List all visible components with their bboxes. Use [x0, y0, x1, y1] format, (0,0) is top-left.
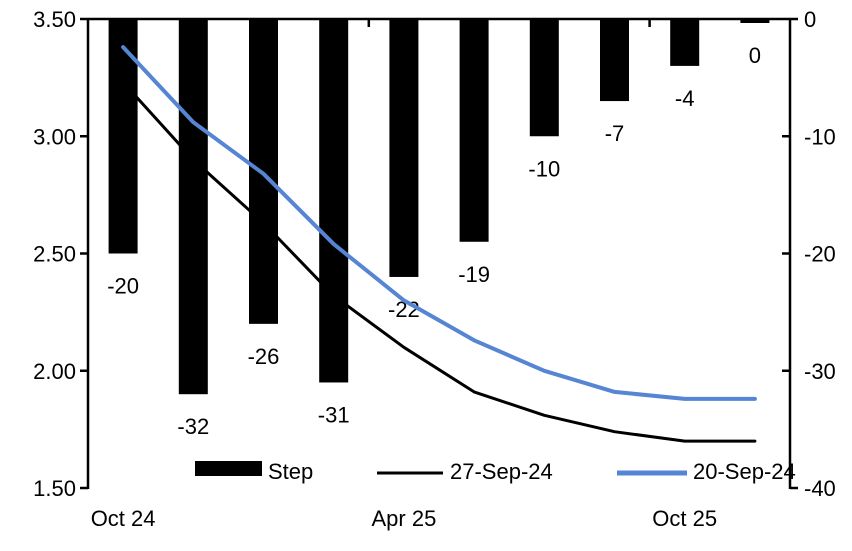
legend-label-27-sep-24: 27-Sep-24 — [450, 459, 553, 484]
bar-step — [319, 19, 349, 383]
bar-step — [178, 19, 208, 395]
bar-step — [529, 19, 559, 137]
right-axis-tick-label: -30 — [804, 359, 836, 384]
series-line-27-sep-24 — [121, 80, 757, 443]
left-axis-tick-label: 3.50 — [33, 7, 76, 32]
bar-step — [459, 19, 489, 242]
bar-data-label: -26 — [248, 344, 280, 369]
right-axis-tick-label: 0 — [804, 7, 816, 32]
bar-step — [108, 19, 138, 254]
legend-swatch-step — [195, 461, 262, 476]
bar-step — [740, 19, 770, 23]
left-axis-tick-label: 1.50 — [33, 476, 76, 501]
bar-step — [389, 19, 419, 277]
bar-data-label: -32 — [177, 414, 209, 439]
bar-data-label: -20 — [107, 274, 139, 299]
bar-step — [600, 19, 629, 102]
bar-step — [670, 19, 700, 66]
bar-data-label: -10 — [528, 156, 560, 181]
bar-data-label: 0 — [749, 43, 761, 68]
right-axis-tick-label: -20 — [804, 242, 836, 267]
right-axis-tick-label: -40 — [804, 476, 836, 501]
left-axis-tick-label: 2.00 — [33, 359, 76, 384]
bar-data-label: -31 — [318, 402, 350, 427]
legend-label-step: Step — [268, 459, 313, 484]
x-axis-label: Oct 25 — [652, 506, 717, 531]
x-axis-label: Apr 25 — [371, 506, 436, 531]
legend-label-20-sep-24: 20-Sep-24 — [693, 459, 796, 484]
series-line-20-sep-24 — [121, 45, 757, 401]
bar-data-label: -7 — [605, 121, 625, 146]
bar-data-label: -19 — [458, 262, 490, 287]
left-axis-tick-label: 2.50 — [33, 242, 76, 267]
right-axis-tick-label: -10 — [804, 124, 836, 149]
x-axis-label: Oct 24 — [91, 506, 156, 531]
left-axis-tick-label: 3.00 — [33, 124, 76, 149]
bar-data-label: -4 — [675, 86, 695, 111]
